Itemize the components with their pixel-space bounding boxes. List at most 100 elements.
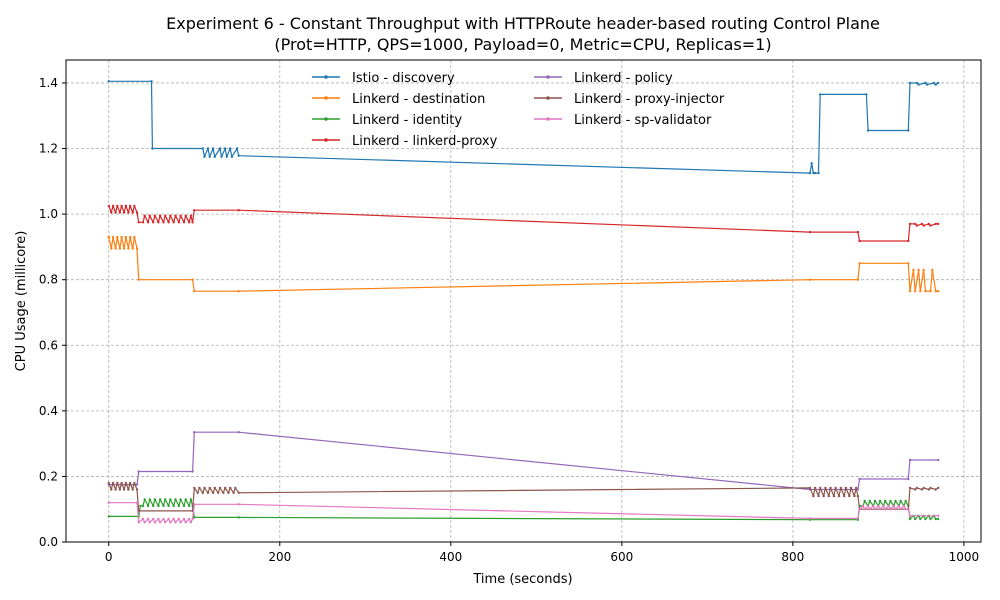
data-point <box>122 488 126 491</box>
data-point <box>187 517 191 521</box>
data-point <box>146 517 150 521</box>
data-point <box>177 517 181 521</box>
data-point <box>179 498 182 501</box>
data-point <box>844 486 848 490</box>
data-point <box>153 498 157 501</box>
data-point <box>915 486 919 490</box>
legend: Istio - discovery Linkerd - destination Li… <box>312 71 725 149</box>
data-point <box>208 486 211 490</box>
data-point <box>223 486 227 490</box>
data-point <box>908 81 912 85</box>
data-point <box>172 517 175 521</box>
data-point <box>182 221 186 224</box>
data-point <box>934 222 937 226</box>
data-point <box>832 494 836 498</box>
data-point <box>817 494 820 498</box>
data-point <box>929 517 932 521</box>
data-point <box>819 93 822 96</box>
series-line <box>108 80 939 174</box>
data-point <box>937 517 940 521</box>
data-point <box>858 262 861 265</box>
data-point <box>919 517 922 521</box>
data-point <box>157 504 160 508</box>
data-point <box>934 290 937 293</box>
data-point <box>135 501 139 504</box>
data-point <box>122 247 126 250</box>
data-point <box>856 278 860 281</box>
y-tick-label: 0.2 <box>39 469 58 483</box>
data-point <box>915 224 919 227</box>
legend-marker <box>546 117 550 121</box>
data-point <box>866 129 870 132</box>
data-point <box>922 486 925 490</box>
data-point <box>158 498 162 501</box>
data-point <box>915 81 919 85</box>
data-point <box>110 488 113 491</box>
data-point <box>878 499 882 503</box>
series-lines <box>107 80 940 524</box>
series-linkerd-proxy-injector <box>107 481 940 513</box>
data-point <box>141 504 145 508</box>
data-point <box>914 290 917 293</box>
data-point <box>912 268 915 272</box>
data-point <box>937 222 940 226</box>
data-point <box>211 491 215 494</box>
data-point <box>894 499 897 503</box>
data-point <box>137 221 140 224</box>
data-point <box>128 481 132 485</box>
data-point <box>829 486 832 490</box>
data-point <box>889 508 892 511</box>
data-point <box>808 517 812 520</box>
data-point <box>232 491 235 494</box>
data-point <box>153 214 157 217</box>
data-point <box>884 508 887 511</box>
data-point <box>191 470 194 473</box>
data-point <box>902 504 906 508</box>
data-point <box>193 431 196 434</box>
data-point <box>191 278 194 281</box>
data-point <box>899 499 902 503</box>
data-point <box>120 235 123 239</box>
data-point <box>208 155 211 158</box>
data-point <box>924 517 927 521</box>
data-point <box>158 214 162 217</box>
data-point <box>920 488 924 491</box>
data-point <box>124 235 128 239</box>
data-point <box>229 147 232 150</box>
data-point <box>193 290 196 293</box>
data-point <box>167 221 170 224</box>
data-point <box>810 162 813 165</box>
data-point <box>908 222 912 226</box>
data-point <box>193 486 196 490</box>
data-point <box>887 504 890 508</box>
data-point <box>137 521 140 524</box>
data-point <box>839 486 842 490</box>
data-point <box>929 224 932 227</box>
data-point <box>220 155 223 158</box>
data-point <box>107 204 111 208</box>
data-point <box>107 80 111 83</box>
data-point <box>120 204 123 208</box>
y-tick-label: 0.8 <box>39 273 58 287</box>
data-point <box>141 221 145 224</box>
data-point <box>908 514 912 517</box>
data-point <box>817 171 820 175</box>
data-point <box>908 458 912 462</box>
data-point <box>133 481 136 485</box>
data-point <box>917 268 920 272</box>
data-point <box>863 508 866 511</box>
series-istio-discovery <box>107 80 940 175</box>
x-tick-label: 800 <box>781 550 804 564</box>
data-point <box>172 221 175 224</box>
data-point <box>907 239 910 243</box>
data-point <box>834 486 837 490</box>
data-point <box>937 81 940 85</box>
legend-marker <box>324 96 328 100</box>
data-point <box>189 498 193 501</box>
data-point <box>114 211 117 214</box>
data-point <box>203 486 206 490</box>
series-linkerd-identity <box>107 498 940 521</box>
data-point <box>152 504 155 508</box>
data-point <box>127 211 130 214</box>
data-point <box>179 214 182 217</box>
